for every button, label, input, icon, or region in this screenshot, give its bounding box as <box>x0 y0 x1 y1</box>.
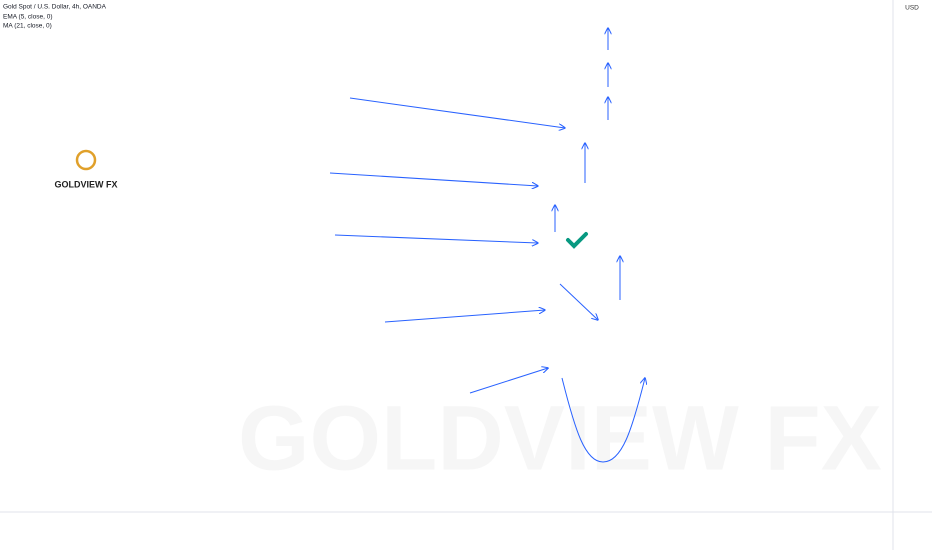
currency: USD <box>905 5 919 12</box>
arrow <box>384 310 545 323</box>
arrow <box>334 234 538 243</box>
logo-text: GOLDVIEW FX <box>55 179 118 189</box>
watermark: GOLDVIEW FX <box>238 387 882 489</box>
logo: GOLDVIEW FX <box>55 149 118 189</box>
arrow <box>329 172 538 186</box>
indicator-label: MA (21, close, 0) <box>3 23 52 30</box>
check-mark <box>566 232 588 249</box>
arrow <box>349 97 565 128</box>
arrow <box>559 283 598 320</box>
arrows <box>329 28 645 463</box>
chart-title: Gold Spot / U.S. Dollar, 4h, OANDA <box>3 4 107 11</box>
logo-icon <box>75 149 97 171</box>
indicator-label: EMA (5, close, 0) <box>3 14 53 21</box>
arrow <box>469 368 548 394</box>
swing-arrow <box>561 378 645 463</box>
